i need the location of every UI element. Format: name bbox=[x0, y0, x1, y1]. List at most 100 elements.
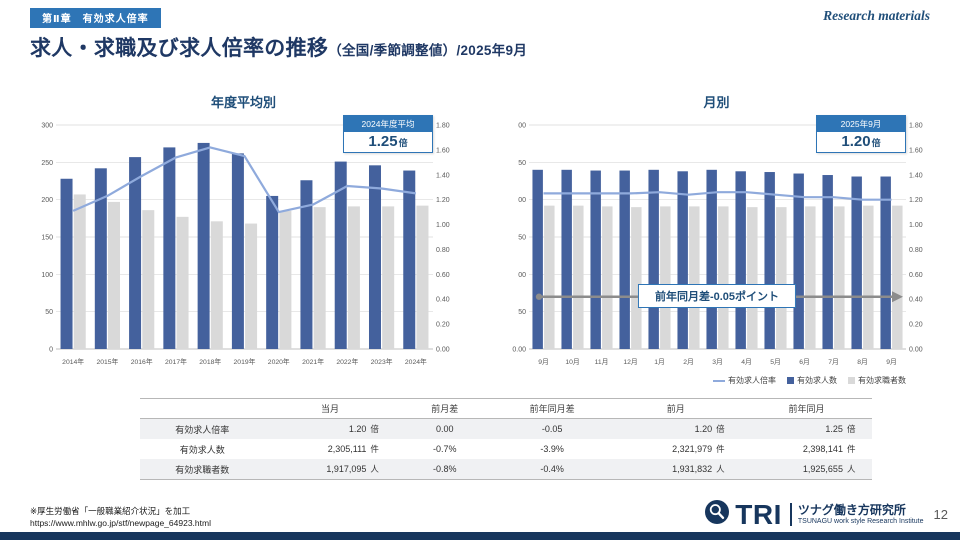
bar-seekers bbox=[689, 206, 700, 349]
annual-annotation-box: 2024年度平均 1.25倍 bbox=[343, 115, 433, 153]
category-label: 6月 bbox=[799, 358, 810, 366]
category-label: 3月 bbox=[712, 358, 723, 366]
right-axis-tick: 0.80 bbox=[909, 247, 923, 254]
bar-seekers bbox=[142, 210, 155, 349]
bar-openings bbox=[403, 170, 416, 349]
bar-openings bbox=[619, 170, 630, 349]
legend-marker-bar_dark bbox=[787, 377, 794, 384]
bar-seekers bbox=[347, 206, 360, 349]
cell-prev-year: 1,925,655 bbox=[741, 459, 845, 480]
category-label: 7月 bbox=[828, 358, 839, 366]
bar-seekers bbox=[313, 207, 326, 349]
bar-openings bbox=[300, 180, 313, 349]
bar-openings bbox=[334, 161, 347, 349]
source-note: ※厚生労働省「一般職業紹介状況」を加工 bbox=[30, 506, 191, 517]
col-header-current: 当月 bbox=[264, 398, 396, 419]
annual-chart-body: 300 250 200 150 100 50 0 1.80 1.60 1.40 1.20 1.00 0.… bbox=[14, 115, 473, 373]
cell-prev-month-unit: 件 bbox=[716, 444, 725, 454]
col-header-empty bbox=[140, 398, 265, 419]
category-label: 2020年 bbox=[268, 357, 290, 366]
bar-seekers bbox=[892, 205, 903, 349]
right-axis-tick: 1.80 bbox=[909, 123, 923, 130]
left-axis-tick: 200 bbox=[41, 197, 53, 204]
ratio-line bbox=[72, 146, 417, 214]
bar-seekers bbox=[602, 206, 613, 349]
bar-seekers bbox=[573, 205, 584, 349]
category-label: 2024年 bbox=[405, 357, 427, 366]
right-axis-tick: 1.40 bbox=[909, 172, 923, 179]
legend-label: 有効求職者数 bbox=[858, 376, 906, 385]
cell-prev-month-unit: 倍 bbox=[716, 424, 725, 434]
cell-mom-diff: -0.7% bbox=[432, 444, 457, 454]
bar-seekers bbox=[863, 205, 874, 349]
table-header-row: 当月 前月差 前年同月差 前月 前年同月 bbox=[140, 398, 872, 419]
yoy-diff-callout: 前年同月差-0.05ポイント bbox=[637, 284, 797, 308]
bar-seekers bbox=[660, 206, 671, 349]
table-row: 有効求人数 2,305,111 件 -0.7% -3.9% 2,321,979 件 2,398… bbox=[140, 439, 872, 459]
bar-seekers bbox=[747, 207, 758, 349]
legend-item: 有効求人数 bbox=[787, 375, 837, 386]
bar-openings bbox=[735, 171, 746, 349]
bar-openings bbox=[764, 172, 775, 349]
charts-row: 年度平均別 300 250 200 150 100 50 0 1.80 1.60 1.40 1.20… bbox=[0, 92, 960, 386]
legend-label: 有効求人倍率 bbox=[728, 376, 776, 385]
cell-prev-month: 1,931,832 bbox=[610, 459, 715, 480]
cell-mom-diff: 0.00 bbox=[435, 424, 454, 434]
bar-seekers bbox=[108, 201, 121, 349]
cell-prev-year-unit: 倍 bbox=[846, 424, 856, 434]
bar-seekers bbox=[631, 207, 642, 349]
category-label: 2017年 bbox=[165, 357, 187, 366]
source-url-link[interactable]: https://www.mhlw.go.jp/stf/newpage_64923… bbox=[30, 518, 211, 529]
magnifier-icon bbox=[704, 499, 730, 530]
bottom-accent-bar bbox=[0, 532, 960, 540]
chart-panel-monthly: 月別 00 50 00 50 00 50 0.00 1.80 1.60 1.40 1.20 1.00 0… bbox=[487, 92, 946, 386]
category-label: 9月 bbox=[538, 358, 549, 366]
logo-tri-text: TRI bbox=[735, 498, 782, 530]
right-axis-tick: 0.00 bbox=[436, 347, 450, 354]
category-label: 5月 bbox=[770, 358, 781, 366]
yoy-arrow-dot bbox=[535, 293, 543, 300]
bar-openings bbox=[231, 153, 244, 349]
legend-marker-bar_light bbox=[848, 377, 855, 384]
bar-openings bbox=[561, 169, 572, 349]
cell-prev-month: 2,321,979 bbox=[672, 444, 713, 454]
annual-annotation-label: 2024年度平均 bbox=[344, 116, 432, 132]
monthly-chart-body: 00 50 00 50 00 50 0.00 1.80 1.60 1.40 1.20 1.00 0.80… bbox=[487, 115, 946, 373]
left-axis-tick: 0.00 bbox=[512, 347, 526, 354]
logo-text-block: ツナグ働き方研究所 TSUNAGU work style Research In… bbox=[789, 502, 924, 527]
category-label: 9月 bbox=[886, 358, 897, 366]
right-axis-tick: 0.60 bbox=[436, 272, 450, 279]
cell-prev-month: 1.20 bbox=[694, 424, 713, 434]
right-axis-tick: 0.40 bbox=[436, 297, 450, 304]
left-axis-tick: 00 bbox=[518, 272, 526, 279]
bar-openings bbox=[129, 157, 142, 349]
footer: ※厚生労働省「一般職業紹介状況」を加工 https://www.mhlw.go.… bbox=[0, 499, 960, 530]
left-axis-tick: 50 bbox=[518, 235, 526, 242]
right-axis-tick: 0.60 bbox=[909, 272, 923, 279]
category-label: 2023年 bbox=[371, 357, 393, 366]
bar-seekers bbox=[544, 205, 555, 349]
monthly-annotation-box: 2025年9月 1.20倍 bbox=[816, 115, 906, 153]
bar-openings bbox=[793, 173, 804, 349]
bar-openings bbox=[532, 169, 543, 349]
category-label: 2014年 bbox=[62, 357, 84, 366]
bar-seekers bbox=[382, 206, 395, 349]
right-axis-tick: 0.20 bbox=[909, 322, 923, 329]
monthly-annotation-value: 1.20倍 bbox=[817, 132, 905, 152]
page-title-sub: （全国/季節調整値）/2025年9月 bbox=[328, 43, 528, 58]
monthly-annotation-label: 2025年9月 bbox=[817, 116, 905, 132]
right-axis-tick: 1.20 bbox=[909, 197, 923, 204]
category-label: 8月 bbox=[857, 358, 868, 366]
bar-openings bbox=[851, 176, 862, 349]
category-label: 2016年 bbox=[131, 357, 153, 366]
bar-openings bbox=[266, 195, 279, 349]
bar-seekers bbox=[245, 223, 258, 349]
right-axis-tick: 0.00 bbox=[909, 347, 923, 354]
category-label: 2019年 bbox=[234, 357, 256, 366]
right-axis-tick: 1.20 bbox=[436, 197, 450, 204]
bar-openings bbox=[677, 171, 688, 349]
bar-openings bbox=[163, 147, 176, 349]
logo-name-jp: ツナグ働き方研究所 bbox=[797, 502, 906, 517]
table-row: 有効求職者数 1,917,095 人 -0.8% -0.4% 1,931,832 人 1,92… bbox=[140, 459, 872, 480]
